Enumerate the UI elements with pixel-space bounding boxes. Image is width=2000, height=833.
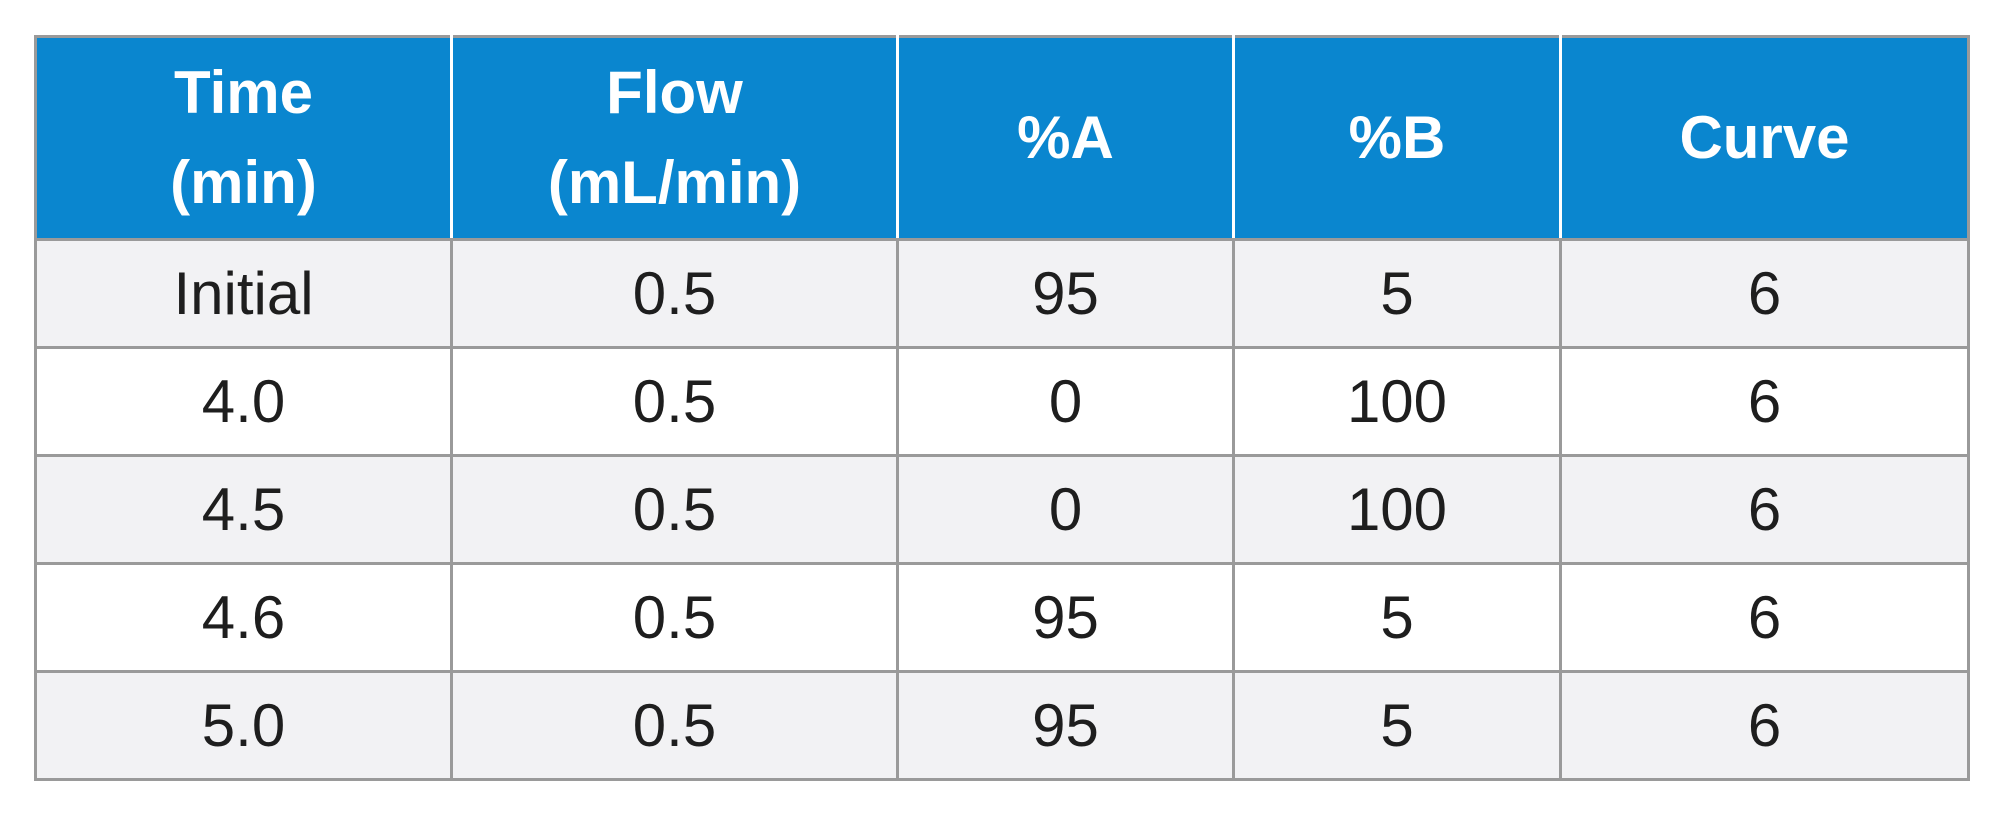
header-flow-label: Flow	[606, 59, 743, 126]
cell-time: Initial	[34, 238, 453, 349]
cell-percent-a: 95	[896, 238, 1235, 349]
cell-percent-b: 5	[1232, 562, 1562, 673]
cell-curve: 6	[1559, 346, 1970, 457]
cell-percent-b: 100	[1232, 346, 1562, 457]
gradient-table: Time (min) Flow (mL/min) %A %B Curve	[34, 35, 1970, 781]
table-row: 4.6 0.5 95 5 6	[34, 562, 1970, 673]
header-row: Time (min) Flow (mL/min) %A %B Curve	[34, 35, 1970, 241]
header-percent-a: %A	[896, 35, 1235, 241]
cell-flow: 0.5	[450, 670, 899, 781]
header-percent-b-label: %B	[1348, 104, 1446, 171]
header-time-label: Time	[174, 59, 313, 126]
cell-time: 4.0	[34, 346, 453, 457]
cell-percent-a: 95	[896, 562, 1235, 673]
cell-curve: 6	[1559, 670, 1970, 781]
header-time: Time (min)	[34, 35, 453, 241]
table-body: Initial 0.5 95 5 6 4.0 0.5 0 100 6 4.5 0…	[34, 238, 1970, 781]
cell-curve: 6	[1559, 562, 1970, 673]
table-row: 4.5 0.5 0 100 6	[34, 454, 1970, 565]
cell-curve: 6	[1559, 238, 1970, 349]
cell-time: 4.6	[34, 562, 453, 673]
cell-percent-a: 0	[896, 454, 1235, 565]
header-curve-label: Curve	[1679, 104, 1850, 171]
header-flow-unit: (mL/min)	[547, 149, 802, 216]
header-curve: Curve	[1559, 35, 1970, 241]
header-percent-b: %B	[1232, 35, 1562, 241]
table-row: Initial 0.5 95 5 6	[34, 238, 1970, 349]
cell-percent-a: 95	[896, 670, 1235, 781]
table-header: Time (min) Flow (mL/min) %A %B Curve	[34, 35, 1970, 241]
gradient-table-container: Time (min) Flow (mL/min) %A %B Curve	[34, 35, 1970, 781]
cell-flow: 0.5	[450, 346, 899, 457]
table-row: 5.0 0.5 95 5 6	[34, 670, 1970, 781]
cell-time: 4.5	[34, 454, 453, 565]
cell-curve: 6	[1559, 454, 1970, 565]
cell-time: 5.0	[34, 670, 453, 781]
cell-percent-a: 0	[896, 346, 1235, 457]
cell-percent-b: 5	[1232, 238, 1562, 349]
header-time-unit: (min)	[170, 149, 317, 216]
header-flow: Flow (mL/min)	[450, 35, 899, 241]
cell-flow: 0.5	[450, 454, 899, 565]
cell-percent-b: 5	[1232, 670, 1562, 781]
cell-percent-b: 100	[1232, 454, 1562, 565]
cell-flow: 0.5	[450, 562, 899, 673]
cell-flow: 0.5	[450, 238, 899, 349]
table-row: 4.0 0.5 0 100 6	[34, 346, 1970, 457]
header-percent-a-label: %A	[1017, 104, 1114, 171]
